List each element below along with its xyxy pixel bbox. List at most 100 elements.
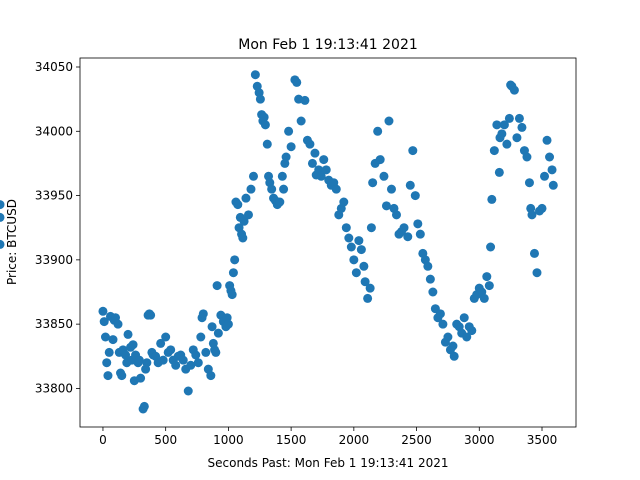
point [527, 210, 537, 220]
point [241, 193, 251, 203]
point [99, 317, 109, 327]
x-axis-label: Seconds Past: Mon Feb 1 19:13:41 2021 [208, 456, 449, 470]
point [482, 272, 492, 282]
point [509, 85, 519, 95]
y-tick-label: 33950 [35, 189, 73, 203]
point [316, 171, 326, 181]
point [178, 355, 188, 365]
point [492, 120, 502, 130]
point [425, 274, 435, 284]
point [102, 358, 112, 368]
point [113, 319, 123, 329]
point [146, 310, 156, 320]
point [260, 120, 270, 130]
point [307, 158, 317, 168]
point [529, 248, 539, 258]
plot-frame [79, 57, 577, 428]
point [259, 112, 269, 122]
point [379, 171, 389, 181]
point [196, 332, 206, 342]
point [262, 139, 272, 149]
point [341, 223, 351, 233]
point [373, 126, 383, 136]
point [246, 184, 256, 194]
point [547, 165, 557, 175]
point [502, 139, 512, 149]
point [250, 70, 260, 80]
point [233, 200, 243, 210]
point [0, 200, 5, 210]
point [198, 309, 208, 319]
point [399, 223, 409, 233]
point [489, 146, 499, 156]
point [281, 152, 291, 162]
point [339, 197, 349, 207]
point [158, 355, 168, 365]
point [228, 268, 238, 278]
point [403, 232, 413, 242]
point [462, 332, 472, 342]
point [391, 210, 401, 220]
point [363, 293, 373, 303]
point [356, 245, 366, 255]
x-tick-label: 2500 [401, 433, 432, 447]
point [243, 210, 253, 220]
point [494, 167, 504, 177]
x-tick-label: 0 [99, 433, 107, 447]
point [319, 155, 329, 165]
point [134, 355, 144, 365]
point [548, 180, 558, 190]
point [448, 341, 458, 351]
point [100, 332, 110, 342]
point [351, 268, 361, 278]
point [479, 293, 489, 303]
point [171, 360, 181, 370]
point [0, 239, 5, 249]
point [191, 350, 201, 360]
point [104, 347, 114, 357]
point [366, 223, 376, 233]
point [275, 197, 285, 207]
point [497, 129, 507, 139]
point [545, 152, 555, 162]
point [443, 332, 453, 342]
x-tick-label: 1500 [276, 433, 307, 447]
point [386, 184, 396, 194]
point [467, 326, 477, 336]
y-tick-label: 33800 [35, 381, 73, 395]
point [449, 351, 459, 361]
point [142, 358, 152, 368]
point [201, 347, 211, 357]
y-tick-label: 34000 [35, 124, 73, 138]
point [435, 309, 445, 319]
point [487, 194, 497, 204]
point [186, 360, 196, 370]
point [300, 95, 310, 105]
point [286, 142, 296, 152]
point [522, 152, 532, 162]
point [354, 236, 364, 246]
point [136, 373, 146, 383]
point [267, 184, 277, 194]
point [514, 113, 524, 123]
y-tick-label: 34050 [35, 60, 73, 74]
x-tick-label: 1000 [213, 433, 244, 447]
point [331, 184, 341, 194]
point [349, 255, 359, 265]
point [292, 77, 302, 87]
point [279, 184, 289, 194]
point [375, 155, 385, 165]
point [227, 290, 237, 300]
point [128, 340, 138, 350]
point [206, 371, 216, 381]
point [213, 328, 223, 338]
point [230, 255, 240, 265]
point [310, 148, 320, 158]
point [277, 171, 287, 181]
point [512, 133, 522, 143]
point [405, 180, 415, 190]
point [359, 261, 369, 271]
point [284, 126, 294, 136]
point [212, 281, 222, 291]
